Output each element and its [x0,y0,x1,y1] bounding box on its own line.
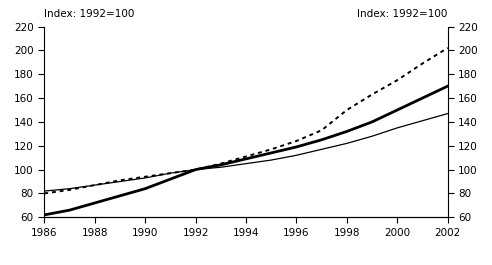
Australia [420,62,426,65]
UK [395,126,400,130]
US [420,96,426,100]
US [41,213,47,217]
Australia [192,168,198,171]
UK [92,184,97,187]
US [117,194,123,197]
UK [167,172,173,175]
US [142,187,148,190]
UK [268,158,274,162]
UK [192,168,198,171]
Line: US: US [44,86,448,215]
Australia [268,148,274,151]
Australia [66,188,72,191]
US [66,209,72,212]
US [92,201,97,205]
UK [344,142,350,145]
UK [319,148,325,151]
UK [243,162,249,165]
US [243,157,249,161]
US [192,168,198,171]
UK [142,176,148,180]
Australia [395,79,400,82]
US [445,85,451,88]
US [395,108,400,112]
Australia [445,46,451,50]
US [167,178,173,181]
Text: Index: 1992=100: Index: 1992=100 [357,9,448,19]
US [294,145,300,148]
UK [445,112,451,115]
UK [66,187,72,190]
Australia [218,162,224,165]
Australia [319,129,325,132]
UK [420,119,426,122]
US [369,120,375,123]
UK [369,135,375,138]
Australia [142,175,148,178]
US [268,151,274,154]
Australia [369,93,375,96]
UK [41,189,47,193]
Australia [294,139,300,143]
US [344,130,350,133]
Australia [344,108,350,112]
Australia [117,179,123,182]
Australia [92,184,97,187]
Line: UK: UK [44,113,448,191]
Line: Australia: Australia [44,48,448,193]
UK [294,154,300,157]
Text: Index: 1992=100: Index: 1992=100 [44,9,135,19]
UK [218,166,224,169]
US [218,163,224,166]
US [319,138,325,142]
Australia [243,155,249,158]
UK [117,180,123,183]
Australia [41,192,47,195]
Australia [167,172,173,175]
